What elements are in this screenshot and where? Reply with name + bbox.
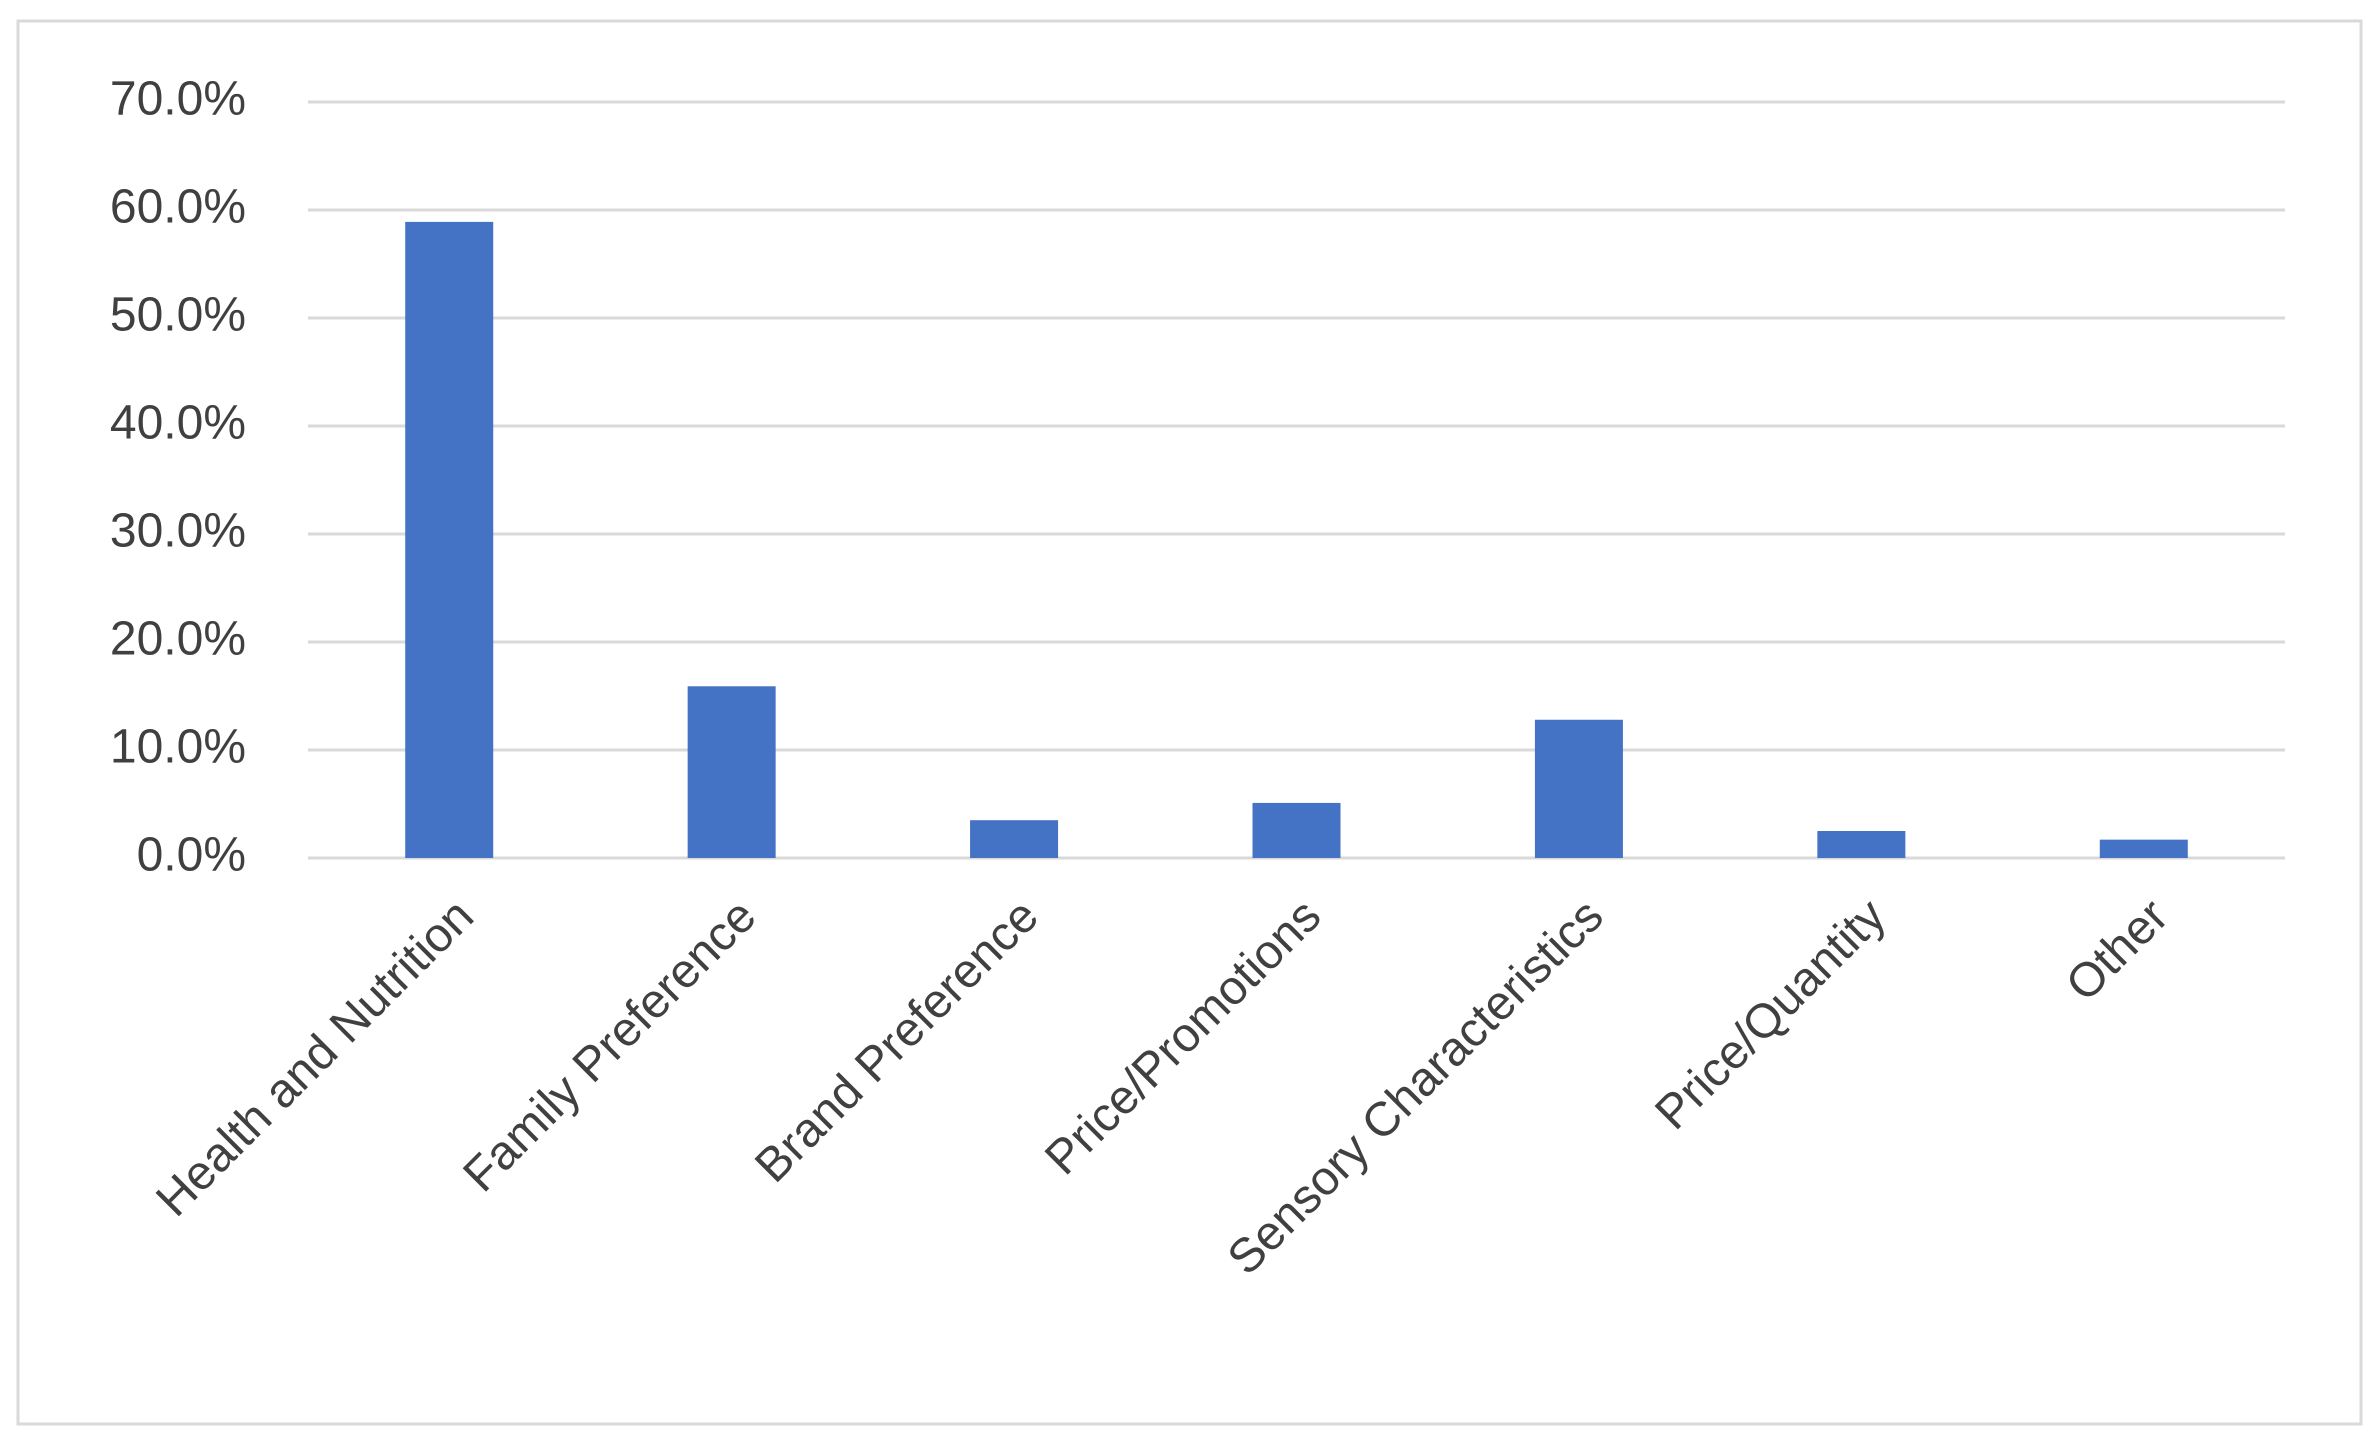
chart-frame: [16, 19, 2363, 1426]
bar: [2099, 839, 2188, 858]
y-tick-label: 10.0%: [110, 721, 246, 774]
y-tick-label: 20.0%: [110, 613, 246, 666]
bar: [1252, 802, 1341, 858]
bar: [405, 221, 494, 858]
bar: [687, 686, 776, 858]
bar: [1534, 719, 1623, 858]
y-tick-label: 50.0%: [110, 289, 246, 342]
bar: [970, 820, 1059, 858]
y-tick-label: 70.0%: [110, 73, 246, 126]
y-tick-label: 0.0%: [137, 829, 246, 882]
y-tick-label: 40.0%: [110, 397, 246, 450]
y-tick-label: 60.0%: [110, 181, 246, 234]
bar: [1817, 831, 1906, 858]
y-tick-label: 30.0%: [110, 505, 246, 558]
